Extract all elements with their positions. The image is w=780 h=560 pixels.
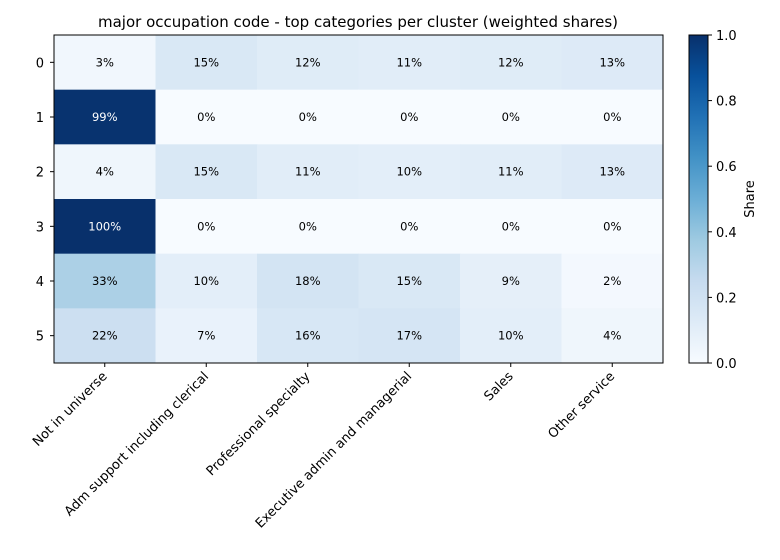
- colorbar-tick-label: 0.8: [716, 95, 737, 110]
- colorbar: 0.0 0.2 0.4 0.6 0.8 1.0 Share: [688, 29, 758, 372]
- cell-label: 17%: [396, 329, 422, 343]
- heatmap-cell: [257, 35, 359, 91]
- heatmap-cell: [257, 308, 359, 364]
- heatmap-cell: [54, 35, 156, 91]
- cell-label: 13%: [599, 165, 625, 179]
- colorbar-tick-label: 0.6: [716, 160, 737, 175]
- x-tick-label: Executive admin and managerial: [253, 369, 415, 531]
- heatmap-cell: [54, 144, 156, 200]
- colorbar-tick-label: 0.0: [716, 357, 737, 372]
- heatmap-cell: [257, 144, 359, 200]
- y-tick-label: 1: [36, 111, 44, 126]
- heatmap-cell: [561, 89, 664, 145]
- cell-label: 12%: [498, 55, 524, 69]
- cell-label: 15%: [396, 274, 422, 288]
- heatmap-cell: [561, 35, 664, 91]
- x-tick-label: Sales: [481, 369, 516, 404]
- cell-label: 3%: [96, 55, 114, 69]
- cell-label: 12%: [295, 55, 321, 69]
- cell-label: 33%: [92, 274, 118, 288]
- heatmap-cell: [358, 308, 461, 364]
- heatmap-cell: [358, 89, 461, 145]
- x-tick-label: Other service: [546, 369, 619, 442]
- heatmap-cell: [155, 253, 258, 309]
- heatmap-cell: [257, 89, 359, 145]
- cell-label: 15%: [193, 55, 219, 69]
- heatmap-cell: [561, 199, 664, 255]
- y-tick-label: 3: [36, 220, 44, 235]
- cell-label: 100%: [88, 219, 121, 233]
- heatmap-cell: [54, 199, 156, 255]
- colorbar-label: Share: [743, 180, 758, 218]
- cell-label: 9%: [502, 274, 520, 288]
- cell-label: 11%: [396, 55, 422, 69]
- colorbar-gradient: [688, 34, 709, 364]
- colorbar-ticks: 0.0 0.2 0.4 0.6 0.8 1.0: [708, 29, 737, 372]
- chart-title: major occupation code - top categories p…: [98, 13, 618, 31]
- colorbar-tick-label: 0.4: [716, 226, 737, 241]
- cell-label: 18%: [295, 274, 321, 288]
- cell-label: 13%: [599, 55, 625, 69]
- cell-label: 0%: [502, 219, 520, 233]
- cell-label: 0%: [197, 219, 215, 233]
- cell-label: 0%: [299, 110, 317, 124]
- y-axis: 0 1 2 3 4 5: [36, 56, 54, 345]
- colorbar-tick-label: 0.2: [716, 291, 737, 306]
- heatmap-cell: [257, 199, 359, 255]
- cell-label: 0%: [502, 110, 520, 124]
- cell-label: 11%: [498, 165, 524, 179]
- cell-label: 0%: [400, 110, 418, 124]
- cell-label: 0%: [197, 110, 215, 124]
- cell-label: 99%: [92, 110, 118, 124]
- cell-label: 16%: [295, 329, 321, 343]
- heatmap-cell: [561, 308, 664, 364]
- cell-label: 7%: [197, 329, 215, 343]
- heatmap-cell: [358, 199, 461, 255]
- y-tick-label: 5: [36, 330, 44, 345]
- heatmap-cells: 3% 15% 12% 11% 12% 13% 99% 0% 0% 0% 0% 0% 4% 15% 11% 10…: [54, 35, 664, 364]
- heatmap-cell: [460, 199, 562, 255]
- heatmap-cell: [460, 35, 562, 91]
- cell-label: 4%: [96, 165, 114, 179]
- heatmap-cell: [257, 253, 359, 309]
- cell-label: 0%: [603, 110, 621, 124]
- cell-label: 0%: [400, 219, 418, 233]
- heatmap-cell: [155, 144, 258, 200]
- y-tick-label: 0: [36, 56, 44, 71]
- cell-label: 4%: [603, 329, 621, 343]
- cell-label: 10%: [498, 329, 524, 343]
- cell-label: 10%: [396, 165, 422, 179]
- heatmap-cell: [54, 253, 156, 309]
- heatmap-cell: [155, 89, 258, 145]
- heatmap-cell: [561, 144, 664, 200]
- heatmap-cell: [460, 308, 562, 364]
- heatmap-cell: [358, 253, 461, 309]
- heatmap-cell: [358, 144, 461, 200]
- heatmap-cell: [460, 144, 562, 200]
- heatmap-cell: [460, 253, 562, 309]
- cell-label: 15%: [193, 165, 219, 179]
- heatmap-cell: [155, 35, 258, 91]
- y-tick-label: 4: [36, 275, 44, 290]
- plot-frame: [53, 34, 664, 364]
- heatmap-cell: [155, 308, 258, 364]
- cell-label: 22%: [92, 329, 118, 343]
- heatmap-cell: [460, 89, 562, 145]
- y-tick-label: 2: [36, 166, 44, 181]
- colorbar-tick-label: 1.0: [716, 29, 737, 44]
- cell-label: 10%: [193, 274, 219, 288]
- x-tick-label: Not in universe: [30, 369, 110, 449]
- heatmap-cell: [54, 308, 156, 364]
- heatmap-cell: [155, 199, 258, 255]
- x-tick-label: Professional specialty: [204, 369, 314, 479]
- heatmap-cell: [561, 253, 664, 309]
- cell-label: 0%: [299, 219, 317, 233]
- cell-label: 11%: [295, 165, 321, 179]
- cell-label: 2%: [603, 274, 621, 288]
- heatmap-cell: [358, 35, 461, 91]
- heatmap-cell: [54, 89, 156, 145]
- cell-label: 0%: [603, 219, 621, 233]
